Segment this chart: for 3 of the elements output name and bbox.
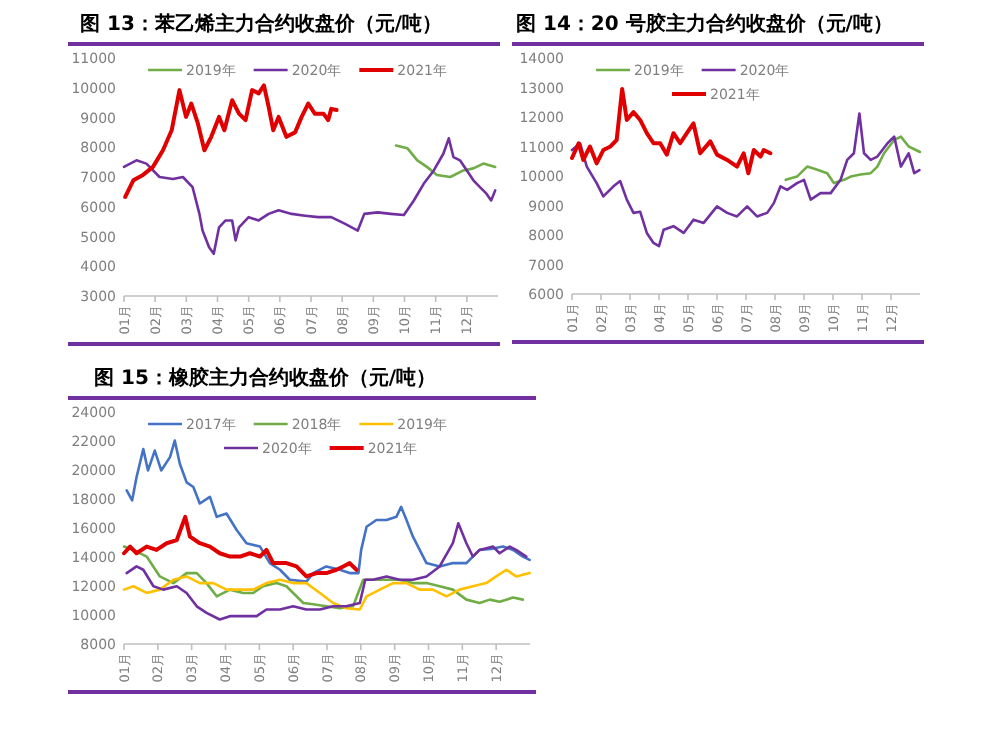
chart-title: 图 13：苯乙烯主力合约收盘价（元/吨）	[80, 12, 443, 36]
chart-title: 图 14：20 号胶主力合约收盘价（元/吨）	[516, 12, 893, 36]
chart-title: 图 15：橡胶主力合约收盘价（元/吨）	[94, 366, 437, 390]
